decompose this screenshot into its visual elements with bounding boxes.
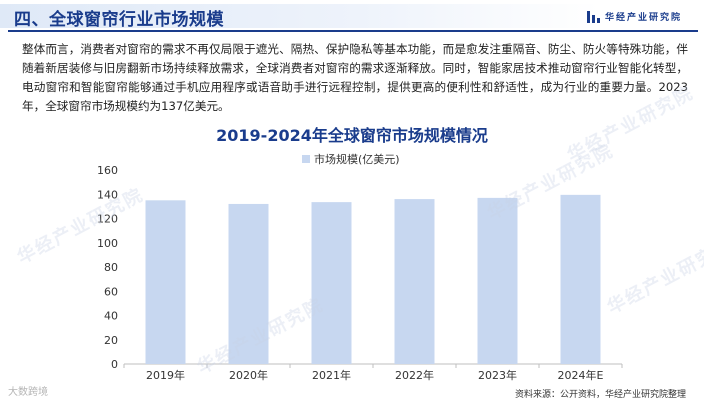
x-tick-label: 2023年 <box>478 368 517 382</box>
footer-watermark: 大数跨境 <box>8 387 48 398</box>
chart-title: 2019-2024年全球窗帘市场规模情况 <box>216 126 488 145</box>
bar <box>560 194 601 364</box>
chart-legend: 市场规模(亿美元) <box>302 151 400 167</box>
y-tick-label: 120 <box>97 213 118 226</box>
brand-name: 华经产业研究院 <box>604 13 682 23</box>
bar <box>311 202 352 364</box>
bar <box>394 199 435 364</box>
source-note: 资料来源：公开资料，华经产业研究院整理 <box>514 390 686 400</box>
x-tick-label: 2020年 <box>229 368 268 382</box>
x-tick-label: 2022年 <box>395 368 434 382</box>
header-band <box>0 4 600 28</box>
y-tick-label: 0 <box>111 358 118 371</box>
section-title: 四、全球窗帘行业市场规模 <box>14 10 224 30</box>
y-tick-label: 60 <box>104 285 118 298</box>
bar <box>477 197 518 364</box>
intro-paragraph: 整体而言，消费者对窗帘的需求不再仅局限于遮光、隔热、保护隐私等基本功能，而是愈发… <box>22 42 688 113</box>
header-rule <box>8 30 698 32</box>
bar <box>228 203 269 364</box>
bar <box>145 200 186 364</box>
x-tick-label: 2019年 <box>146 368 185 382</box>
legend-label: 市场规模(亿美元) <box>314 153 400 166</box>
brand: 华经产业研究院 <box>586 10 682 23</box>
brand-logo-icon <box>586 10 601 23</box>
y-tick-label: 80 <box>104 261 118 274</box>
x-tick-label: 2021年 <box>312 368 351 382</box>
y-tick-label: 20 <box>104 334 118 347</box>
y-tick-label: 140 <box>97 188 118 201</box>
y-tick-label: 100 <box>97 237 118 250</box>
x-tick-label: 2024年E <box>558 368 604 382</box>
y-tick-label: 160 <box>97 164 118 177</box>
legend-swatch <box>302 155 310 163</box>
y-tick-label: 40 <box>104 310 118 323</box>
header: 四、全球窗帘行业市场规模 华经产业研究院 <box>0 0 704 34</box>
